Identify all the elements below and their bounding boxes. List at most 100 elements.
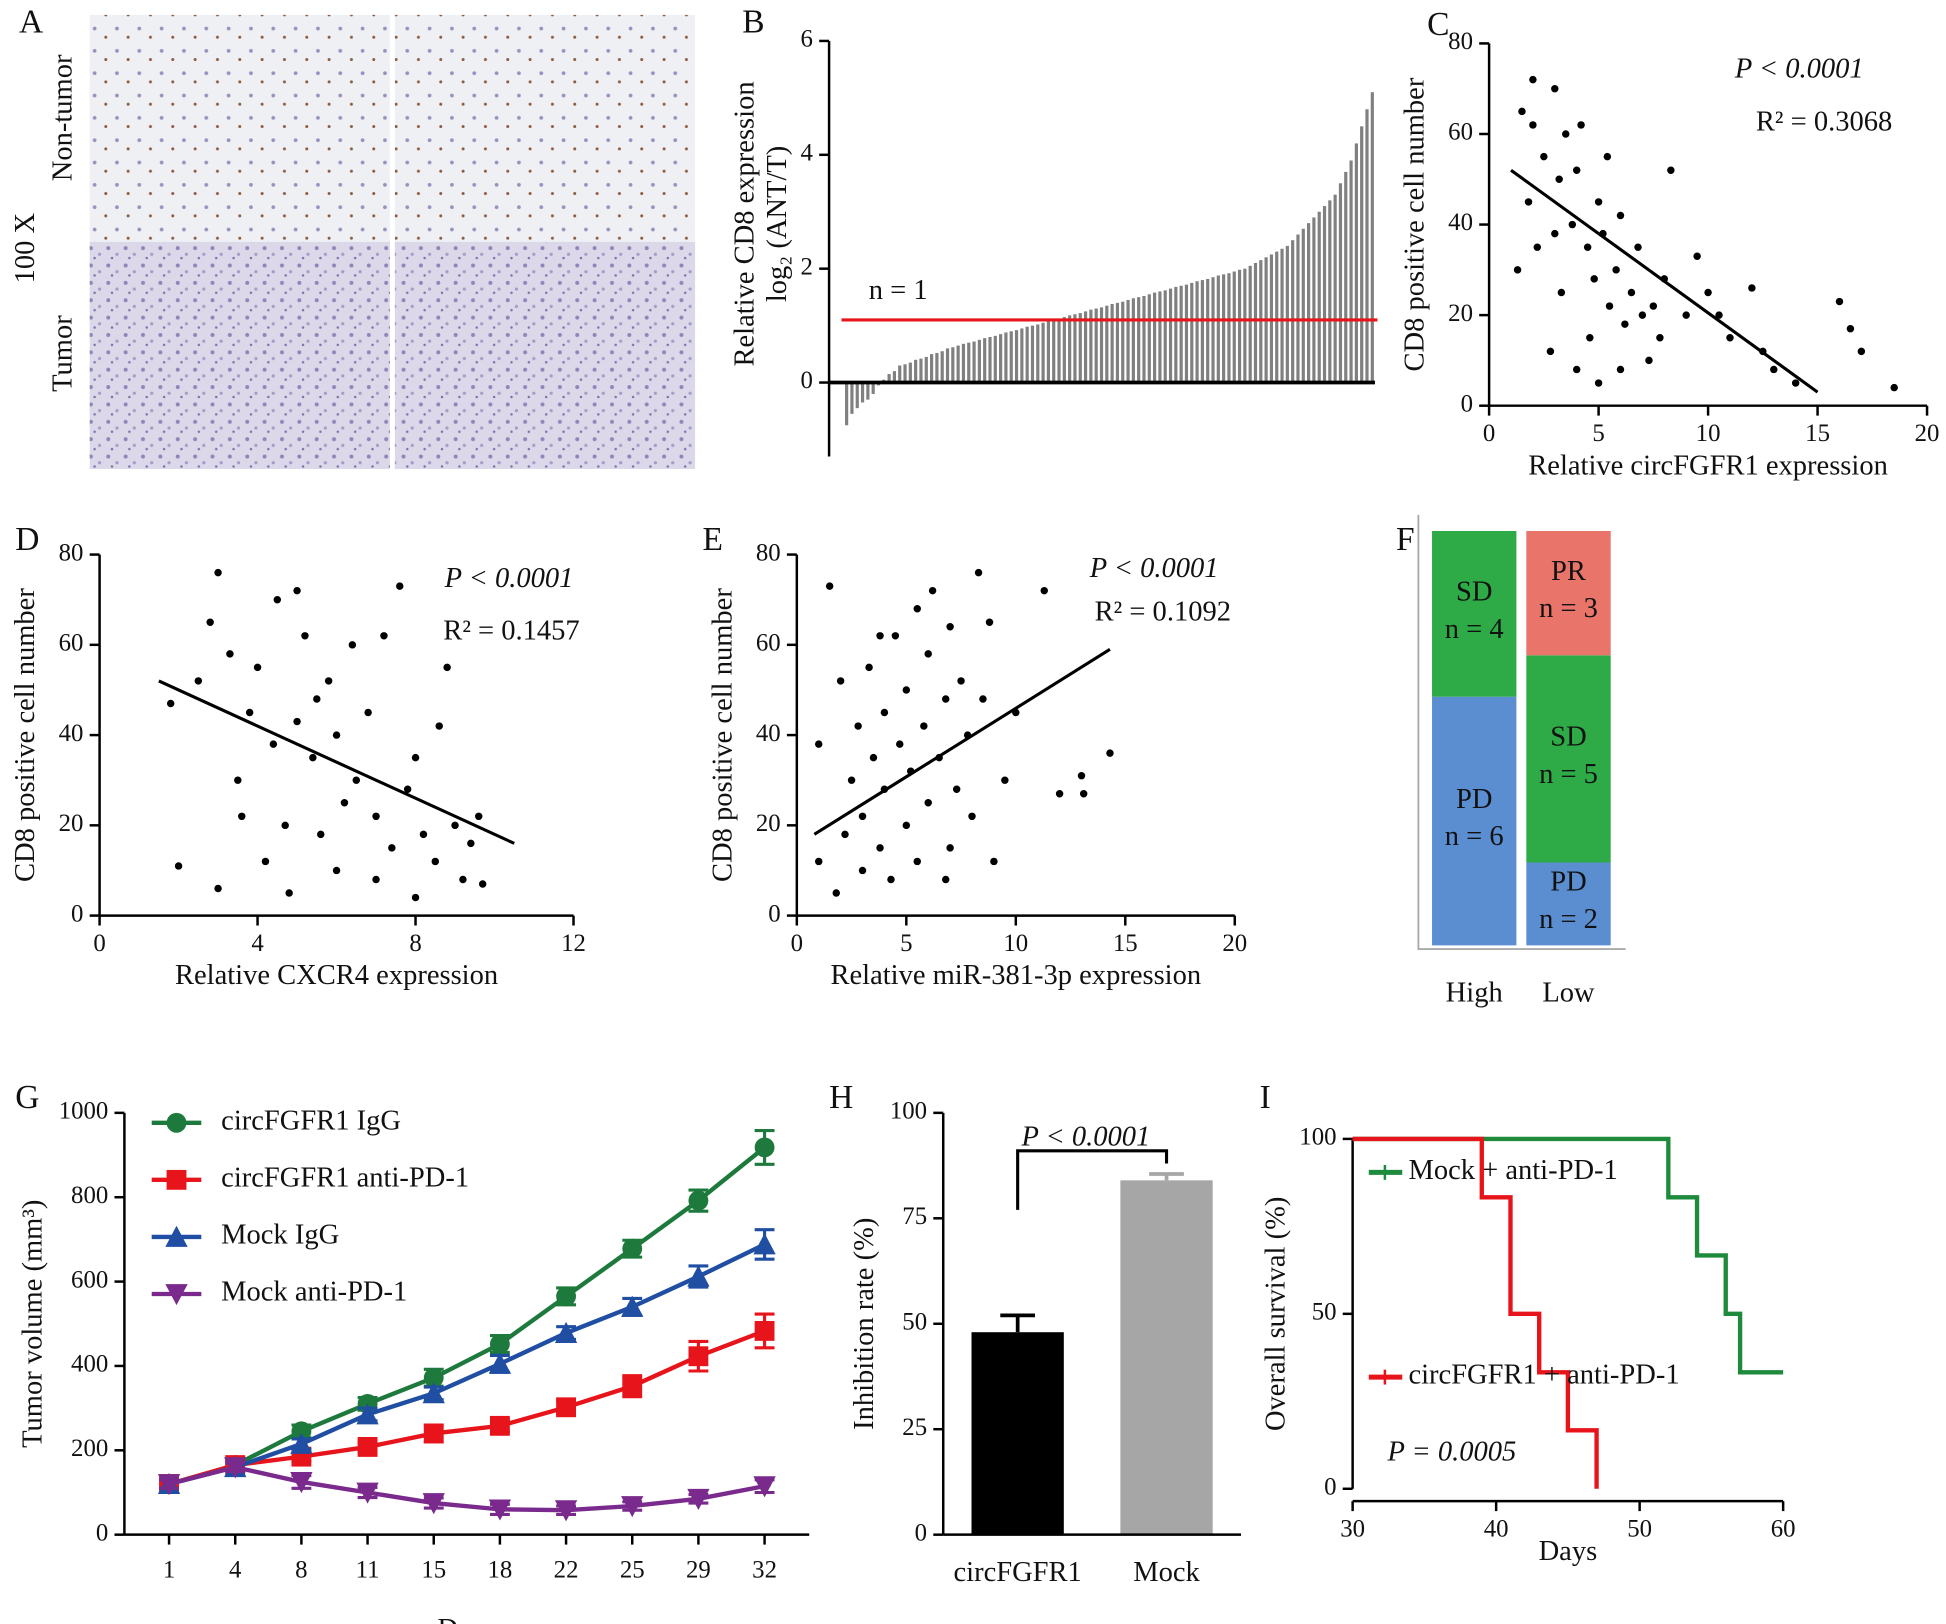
x-axis-label: Relative circFGFR1 expression <box>1528 450 1888 481</box>
point <box>285 889 293 897</box>
x-tick-label: 10 <box>1003 930 1028 957</box>
point <box>324 677 333 685</box>
x-tick-label: 0 <box>1483 420 1495 447</box>
point <box>443 663 451 672</box>
point <box>1513 266 1522 274</box>
marker <box>357 1437 378 1457</box>
bar <box>1057 318 1061 383</box>
point <box>1890 383 1898 392</box>
bar <box>1216 275 1220 383</box>
point <box>380 632 388 640</box>
marker <box>687 1265 710 1287</box>
x-tick-label: 0 <box>93 930 105 957</box>
point <box>1621 320 1629 328</box>
bar <box>1158 291 1162 383</box>
legend-label: circFGFR1 anti-PD-1 <box>221 1162 469 1193</box>
bar <box>1163 290 1167 383</box>
marker <box>356 1482 379 1504</box>
bar <box>983 338 987 383</box>
legend-label: circFGFR1 + anti-PD-1 <box>1408 1360 1679 1391</box>
point <box>372 812 380 821</box>
bar <box>1041 322 1045 383</box>
bar <box>1237 269 1242 383</box>
point <box>847 776 856 784</box>
x-axis-label: Relative miR-381-3p expression <box>830 960 1201 991</box>
bar <box>1349 160 1353 383</box>
point <box>841 830 849 839</box>
bar <box>1094 308 1098 383</box>
x-tick-label: 8 <box>409 930 421 957</box>
legend-marker <box>166 1112 187 1133</box>
point <box>332 731 341 739</box>
bar <box>1004 332 1008 383</box>
bar <box>1062 317 1066 383</box>
point <box>1612 266 1620 274</box>
legend-marker <box>165 1225 188 1247</box>
x-tick-label: 15 <box>1113 930 1138 957</box>
point <box>1846 324 1855 333</box>
point <box>388 844 396 852</box>
x-tick-label: 12 <box>561 930 586 957</box>
y-tick-label: 75 <box>902 1203 927 1230</box>
bar <box>1073 314 1077 383</box>
y-axis-label: CD8 positive cell number <box>10 588 41 882</box>
point <box>281 821 289 830</box>
y-tick-label: 4 <box>801 139 814 166</box>
point <box>340 799 349 807</box>
marker <box>554 1500 578 1522</box>
panel-label: F <box>1396 521 1415 558</box>
point <box>891 632 900 640</box>
bar-segment <box>1526 862 1611 946</box>
bar <box>1328 200 1332 383</box>
point <box>214 884 222 893</box>
x-tick-label: 32 <box>752 1557 777 1584</box>
y-tick-label: 40 <box>756 720 781 747</box>
point <box>1590 275 1598 283</box>
bar <box>1142 296 1146 383</box>
point <box>226 650 234 658</box>
point <box>459 875 467 884</box>
point <box>913 857 921 866</box>
bar <box>1168 288 1173 383</box>
point <box>854 722 862 730</box>
x-tick-label: 5 <box>900 930 912 957</box>
marker <box>753 1476 776 1498</box>
y-tick-label: 80 <box>1448 28 1473 55</box>
point <box>1529 75 1537 84</box>
bar <box>1110 303 1114 383</box>
x-tick-label: 50 <box>1627 1516 1652 1543</box>
bar <box>1014 330 1019 383</box>
bar <box>1068 315 1072 383</box>
y-axis-label: Inhibition rate (%) <box>849 1218 880 1430</box>
bar <box>1370 92 1374 383</box>
image-tile <box>394 241 696 469</box>
bar <box>1248 265 1252 383</box>
panel-label: G <box>15 1079 39 1116</box>
segment-name: SD <box>1550 722 1586 753</box>
point <box>902 686 911 694</box>
series-line <box>168 1242 766 1487</box>
bar <box>1179 285 1183 383</box>
point <box>1770 365 1778 374</box>
bar <box>919 358 923 383</box>
x-tick-label: 4 <box>229 1557 242 1584</box>
bar <box>967 342 971 383</box>
bar <box>956 345 960 383</box>
point <box>957 677 965 685</box>
point <box>364 708 372 717</box>
bar <box>1222 274 1226 383</box>
point <box>317 830 325 839</box>
marker <box>554 1321 578 1343</box>
point <box>419 830 428 839</box>
x-axis-label: Relative CXCR4 expression <box>175 960 498 991</box>
bar <box>924 356 928 383</box>
point <box>1079 790 1088 798</box>
point <box>1577 121 1585 129</box>
survival-curve <box>1352 1136 1784 1375</box>
bar <box>1115 302 1120 383</box>
panel-label: E <box>703 521 723 558</box>
x-tick-label: 11 <box>356 1557 380 1584</box>
bar <box>1137 297 1141 383</box>
point <box>869 753 878 762</box>
